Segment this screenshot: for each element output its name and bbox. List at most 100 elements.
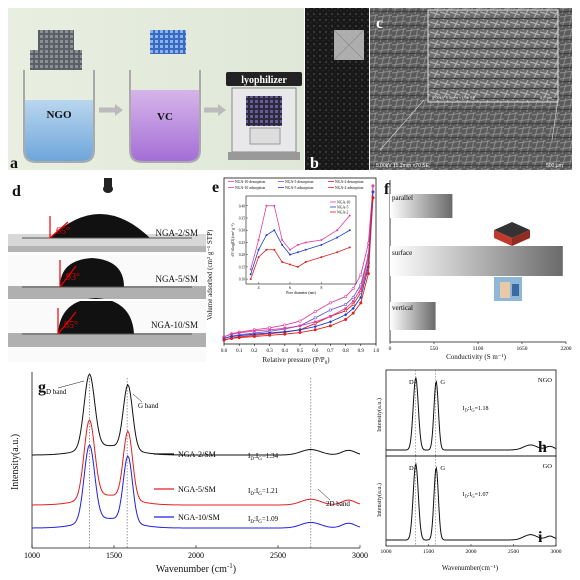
isotherm-plot: 0.0 0.1 0.2 0.3 0.4 0.5 0.6 0.7 0.8 0.9 1.0 NGA-10 … <box>221 177 380 354</box>
x-tick-label: 550 <box>430 346 439 352</box>
y-tick-label: 0.15 <box>239 265 245 269</box>
data-point <box>352 300 355 303</box>
data-point <box>344 302 348 306</box>
ratio-sub-d: D <box>250 520 254 525</box>
id-ig-ratio: ID:IG=1.18 <box>463 406 489 413</box>
sample-label-2: NGA-5/SM <box>155 274 198 284</box>
ratio-val: =1.09 <box>262 515 279 523</box>
series-line-2 <box>223 197 374 341</box>
id-ig-ratio: ID:IG=1.21 <box>248 487 279 497</box>
ratio-val: =1.07 <box>475 492 489 498</box>
series-legend-label: NGA-10/SM <box>178 513 220 522</box>
panel-e-xlabel-sub: 0 <box>325 361 328 366</box>
series-legend-label: NGA-5/SM <box>178 485 216 494</box>
ratio-sub-g: G <box>471 494 475 499</box>
y-tick-label: 0.10 <box>239 278 245 282</box>
x-tick-label: 2000 <box>466 549 477 555</box>
contact-angle-1: 65° <box>56 226 70 237</box>
panel-i-ylabel: Intensity(a.u.) <box>376 483 383 517</box>
data-point <box>238 331 241 335</box>
d-peak-label: D <box>409 379 414 386</box>
inset-point <box>296 265 299 268</box>
panel-c-meta: 5.00kV 15.2mm ×70 SE <box>376 163 430 169</box>
raman-series-0 <box>31 373 361 456</box>
x-tick-label: 2500 <box>270 551 286 560</box>
inset-point <box>336 229 339 232</box>
ratio-val: =1.18 <box>475 406 489 412</box>
inset-point <box>273 204 276 207</box>
panel-h-ylabel: Intensity(a.u.) <box>376 398 383 432</box>
x-tick-label: 2000 <box>188 551 204 560</box>
inset-point <box>289 248 291 251</box>
inset-point <box>296 243 299 246</box>
data-point <box>283 330 287 334</box>
inset-point <box>348 246 351 249</box>
g-peak-label: G <box>440 379 445 386</box>
panel-b-letter: b <box>310 155 319 172</box>
panel-g-xlabel-sup: -1 <box>227 562 233 570</box>
ratio-i: I <box>248 487 251 495</box>
g-band-label: G band <box>138 402 159 410</box>
y-tick-label: 0.20 <box>239 253 245 257</box>
beaker-ngo-label: NGO <box>46 109 72 121</box>
x-tick-label: 3000 <box>352 551 368 560</box>
ratio-sub-d: D <box>465 408 469 413</box>
panel-c: 5.00kV 5.3mm ×1.0k SE 5.0 μm 5.00kV 15.2… <box>370 8 572 170</box>
d-peak-label: D <box>409 465 414 472</box>
inset-point <box>289 263 291 266</box>
inset-point <box>336 251 339 254</box>
ratio-i: I <box>463 492 465 498</box>
data-point <box>314 320 317 324</box>
bar-vertical <box>390 302 436 330</box>
lyophilizer-label: lyophilizer <box>241 75 287 86</box>
data-point <box>351 306 355 311</box>
ratio-val: =1.34 <box>262 452 279 460</box>
data-point <box>313 328 317 332</box>
ratio-sub-d: D <box>250 457 254 462</box>
panel-f: 0 550 1100 1650 2200parallelsurfacevertical … <box>382 178 572 361</box>
legend-label: NGA-5 adsorption <box>285 186 313 190</box>
id-ig-ratio: ID:IG=1.07 <box>463 492 489 499</box>
ratio-sub-g: G <box>471 408 475 413</box>
inset-point <box>249 273 252 276</box>
series-line-1 <box>223 191 374 339</box>
inset-point <box>265 204 268 207</box>
inset-point <box>273 248 276 251</box>
data-point <box>313 316 317 320</box>
x-tick-label: 2500 <box>508 549 519 555</box>
inset-point <box>273 229 276 232</box>
sample-label: GO <box>543 463 553 470</box>
inset-point <box>265 248 268 251</box>
inset-point <box>281 261 284 263</box>
data-point <box>344 317 348 321</box>
inset-point <box>304 261 307 263</box>
beaker-vc-label: VC <box>157 111 173 123</box>
data-point <box>371 196 375 200</box>
inset-point <box>289 253 291 256</box>
panel-c-inset-meta: 5.00kV 5.3mm ×1.0k SE <box>432 95 476 100</box>
data-point <box>328 324 332 328</box>
pore-size-inset: 0.100.150.200.250.300.350.404 6 8NGA-10NGA… <box>231 195 357 295</box>
legend-label: NGA-5 desorption <box>285 180 313 184</box>
data-point <box>344 313 348 317</box>
data-point <box>230 336 234 340</box>
bar-label: surface <box>392 249 412 257</box>
x-tick-label: 1500 <box>423 549 434 555</box>
data-point <box>351 295 355 299</box>
panel-g-letter: g <box>38 379 46 396</box>
data-point <box>371 190 375 194</box>
panel-h-letter: h <box>538 439 547 456</box>
x-tick-label: 0.4 <box>282 349 289 354</box>
data-point <box>328 320 332 324</box>
data-point <box>253 329 256 333</box>
x-tick-label: 1.0 <box>373 349 380 354</box>
ratio-sub-g: G <box>258 457 262 462</box>
inset-ylabel: dV/dlog(D) (cm³ g⁻¹) <box>231 223 235 257</box>
panel-a-letter: a <box>10 155 18 172</box>
inset-point <box>336 236 339 239</box>
x-tick-label: 1100 <box>473 346 484 352</box>
panel-g-xlabel-end: ) <box>233 564 236 575</box>
x-tick-label: 1000 <box>381 549 392 555</box>
